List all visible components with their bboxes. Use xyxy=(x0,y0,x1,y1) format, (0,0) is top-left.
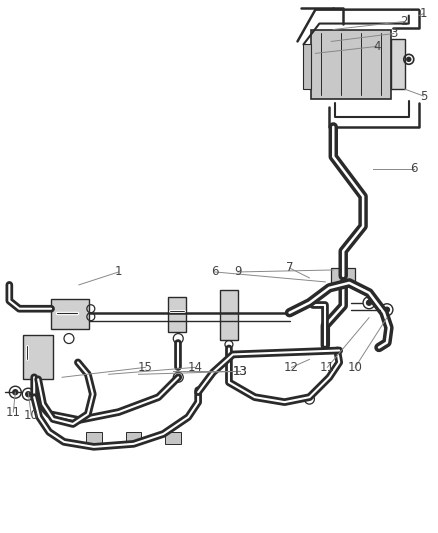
Text: 11: 11 xyxy=(6,406,21,418)
Circle shape xyxy=(26,392,31,397)
Text: 2: 2 xyxy=(400,15,408,28)
Bar xyxy=(220,290,238,340)
Text: 11: 11 xyxy=(320,361,335,374)
Text: 1: 1 xyxy=(420,7,427,20)
Text: 1: 1 xyxy=(115,265,122,278)
Circle shape xyxy=(13,390,18,394)
Text: 5: 5 xyxy=(420,90,427,102)
Text: 10: 10 xyxy=(348,361,363,374)
Text: 7: 7 xyxy=(286,262,293,274)
Bar xyxy=(168,297,186,332)
Text: 15: 15 xyxy=(138,361,153,374)
Text: 13: 13 xyxy=(233,365,247,378)
Text: 10: 10 xyxy=(24,409,39,422)
Text: 13: 13 xyxy=(233,365,247,378)
Text: 6: 6 xyxy=(211,265,219,278)
Bar xyxy=(304,44,311,89)
Bar xyxy=(86,432,102,444)
Circle shape xyxy=(407,58,411,61)
Bar xyxy=(391,39,405,89)
Circle shape xyxy=(385,307,389,312)
Bar xyxy=(165,432,181,444)
Text: 9: 9 xyxy=(234,265,242,278)
Bar xyxy=(311,29,391,99)
Bar xyxy=(51,299,89,329)
Text: 4: 4 xyxy=(373,40,381,53)
Bar xyxy=(126,432,141,444)
Circle shape xyxy=(367,300,371,305)
Bar xyxy=(331,268,355,284)
Text: 6: 6 xyxy=(410,162,417,175)
Text: 12: 12 xyxy=(284,361,299,374)
Bar xyxy=(23,335,53,379)
Text: 14: 14 xyxy=(187,361,203,374)
Text: 3: 3 xyxy=(390,27,398,40)
